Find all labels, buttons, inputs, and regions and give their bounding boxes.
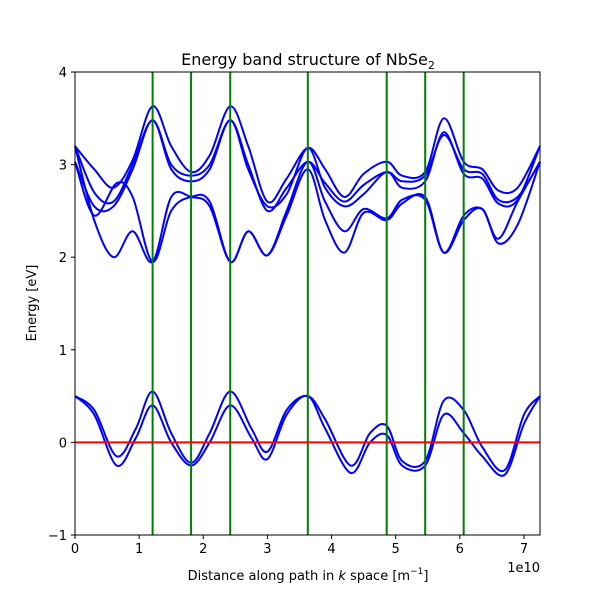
y-tick-label: 3: [59, 159, 67, 174]
x-axis-ticks: 0 1 2 3 4 5 6 7: [71, 535, 528, 557]
x-tick-label: 4: [327, 542, 335, 557]
x-tick-label: 7: [520, 542, 528, 557]
y-axis-label: Energy [eV]: [25, 265, 40, 342]
x-tick-label: 6: [456, 542, 464, 557]
y-tick-label: −1: [48, 529, 67, 544]
y-tick-label: 4: [59, 66, 67, 81]
y-tick-label: 2: [59, 251, 67, 266]
y-tick-label: 0: [59, 436, 67, 451]
y-tick-label: 1: [59, 344, 67, 359]
x-tick-label: 0: [71, 542, 79, 557]
x-offset-text: 1e10: [507, 561, 540, 576]
axes-frame: [74, 71, 541, 536]
y-axis-ticks: −1 0 1 2 3 4: [48, 66, 75, 544]
x-tick-label: 1: [135, 542, 143, 557]
symmetry-lines: [151, 72, 465, 535]
x-tick-label: 3: [263, 542, 271, 557]
x-tick-label: 2: [199, 542, 207, 557]
x-tick-label: 5: [392, 542, 400, 557]
chart-title: Energy band structure of NbSe2: [181, 50, 435, 72]
x-axis-label: Distance along path in k space [m−1]: [188, 567, 429, 584]
